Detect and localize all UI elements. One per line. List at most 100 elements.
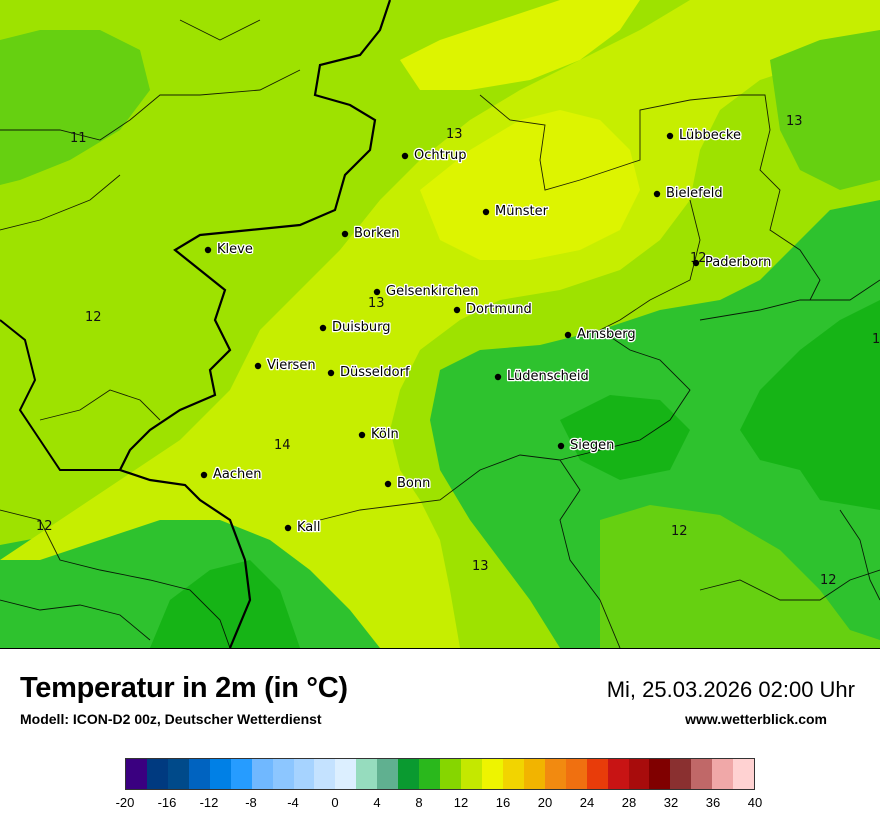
legend-tick: 32 xyxy=(663,795,679,810)
legend-swatch xyxy=(209,759,231,789)
country-border-belgium xyxy=(0,319,120,471)
legend-swatch xyxy=(167,759,189,789)
city-label: Kall xyxy=(297,520,321,535)
legend-swatch xyxy=(481,759,503,789)
city-kleve[interactable]: Kleve xyxy=(204,241,254,258)
legend-swatch xyxy=(586,759,608,789)
country-border xyxy=(118,0,392,648)
city-label: Paderborn xyxy=(705,255,771,270)
city-label: Münster xyxy=(495,204,549,219)
city-label: Köln xyxy=(371,427,399,442)
isotherm-label: 13 xyxy=(446,127,463,142)
legend-swatch xyxy=(356,759,378,789)
isotherm-region-11 xyxy=(740,300,880,510)
forecast-datetime: Mi, 25.03.2026 02:00 Uhr xyxy=(606,677,855,702)
city-ochtrup[interactable]: Ochtrup xyxy=(401,147,468,164)
isotherm-region-14 xyxy=(0,0,880,648)
legend-swatch xyxy=(440,759,461,789)
legend-swatch xyxy=(691,759,713,789)
isotherm-label: 12 xyxy=(820,573,837,588)
isotherm-region-13-west xyxy=(0,180,200,470)
city-paderborn[interactable]: Paderborn xyxy=(692,254,773,271)
legend-tick-labels: -20 -16 -12 -8 -4 0 4 8 12 16 20 24 28 32 36 40 xyxy=(116,795,763,815)
legend-tick: 4 xyxy=(373,795,381,810)
isotherm-label: 14 xyxy=(274,438,291,453)
city-siegen[interactable]: Siegen xyxy=(557,437,616,454)
temperature-map[interactable]: 11 13 13 12 12 13 14 12 12 13 12 1 Lübbe… xyxy=(0,0,880,649)
city-dortmund[interactable]: Dortmund xyxy=(453,301,533,318)
city-dusseldorf[interactable]: Düsseldorf xyxy=(327,364,411,381)
legend-swatch xyxy=(502,759,524,789)
city-bonn[interactable]: Bonn xyxy=(384,475,432,492)
color-legend xyxy=(125,758,755,790)
city-label: Bielefeld xyxy=(666,186,723,201)
isotherm-label: 13 xyxy=(368,296,385,311)
city-lubbecke[interactable]: Lübbecke xyxy=(666,127,742,144)
city-label: Düsseldorf xyxy=(340,365,410,380)
isotherm-label: 12 xyxy=(36,519,53,534)
legend-tick: 12 xyxy=(453,795,469,810)
city-aachen[interactable]: Aachen xyxy=(200,466,263,483)
city-label: Gelsenkirchen xyxy=(386,284,479,299)
city-viersen[interactable]: Viersen xyxy=(254,357,317,374)
district-boundaries xyxy=(0,19,880,648)
isotherm-region-12b xyxy=(600,505,880,648)
city-ludenscheid[interactable]: Lüdenscheid xyxy=(494,368,590,385)
isotherm-region-12-northwest xyxy=(0,30,150,185)
legend-tick: 36 xyxy=(705,795,721,810)
isotherm-region-11-south xyxy=(150,560,300,648)
legend-swatch xyxy=(461,759,482,789)
isotherm-label: 11 xyxy=(70,131,87,146)
city-label: Lüdenscheid xyxy=(507,369,589,384)
isotherm-region-15-north xyxy=(400,0,640,90)
legend-swatch xyxy=(272,759,294,789)
legend-swatch xyxy=(146,759,168,789)
legend-swatch xyxy=(251,759,273,789)
legend-tick: 28 xyxy=(621,795,637,810)
city-arnsberg[interactable]: Arnsberg xyxy=(564,326,637,343)
city-label: Kleve xyxy=(217,242,253,257)
legend-swatch xyxy=(377,759,399,789)
city-label: Ochtrup xyxy=(414,148,467,163)
city-label: Dortmund xyxy=(466,302,532,317)
legend-tick: -20 xyxy=(115,795,135,810)
legend-tick: 24 xyxy=(579,795,595,810)
legend-swatch xyxy=(126,759,147,789)
legend-swatch xyxy=(419,759,441,789)
legend-swatch xyxy=(565,759,587,789)
website-link[interactable]: www.wetterblick.com xyxy=(685,711,827,727)
isotherm-label: 12 xyxy=(671,524,688,539)
city-bielefeld[interactable]: Bielefeld xyxy=(653,185,724,202)
city-label: Lübbecke xyxy=(679,128,741,143)
legend-swatch xyxy=(293,759,315,789)
legend-swatch xyxy=(670,759,692,789)
city-label: Aachen xyxy=(213,467,261,482)
legend-swatch xyxy=(314,759,336,789)
legend-swatch xyxy=(230,759,252,789)
city-borken[interactable]: Borken xyxy=(341,225,401,242)
isotherm-label: 1 xyxy=(872,332,880,347)
isotherm-label: 12 xyxy=(85,310,102,325)
legend-tick: 0 xyxy=(331,795,339,810)
city-duisburg[interactable]: Duisburg xyxy=(319,319,392,336)
legend-swatch xyxy=(335,759,357,789)
legend-tick: 8 xyxy=(415,795,423,810)
map-svg: 11 13 13 12 12 13 14 12 12 13 12 1 Lübbe… xyxy=(0,0,880,648)
city-label: Borken xyxy=(354,226,400,241)
legend-swatch xyxy=(628,759,650,789)
legend-swatch xyxy=(188,759,210,789)
city-koln[interactable]: Köln xyxy=(358,426,400,443)
map-title: Temperatur in 2m (in °C) xyxy=(20,672,348,704)
isotherm-region-11-center xyxy=(560,395,690,480)
isotherm-label: 13 xyxy=(472,559,489,574)
legend-swatch xyxy=(398,759,420,789)
city-munster[interactable]: Münster xyxy=(482,203,550,220)
isotherm-label: 13 xyxy=(786,114,803,129)
legend-swatch xyxy=(649,759,671,789)
city-kall[interactable]: Kall xyxy=(284,519,322,536)
isotherm-region-12-northeast xyxy=(770,30,880,190)
legend-tick: -16 xyxy=(157,795,177,810)
legend-swatch xyxy=(607,759,629,789)
city-gelsenkirchen[interactable]: Gelsenkirchen xyxy=(373,283,480,300)
city-label: Siegen xyxy=(570,438,614,453)
